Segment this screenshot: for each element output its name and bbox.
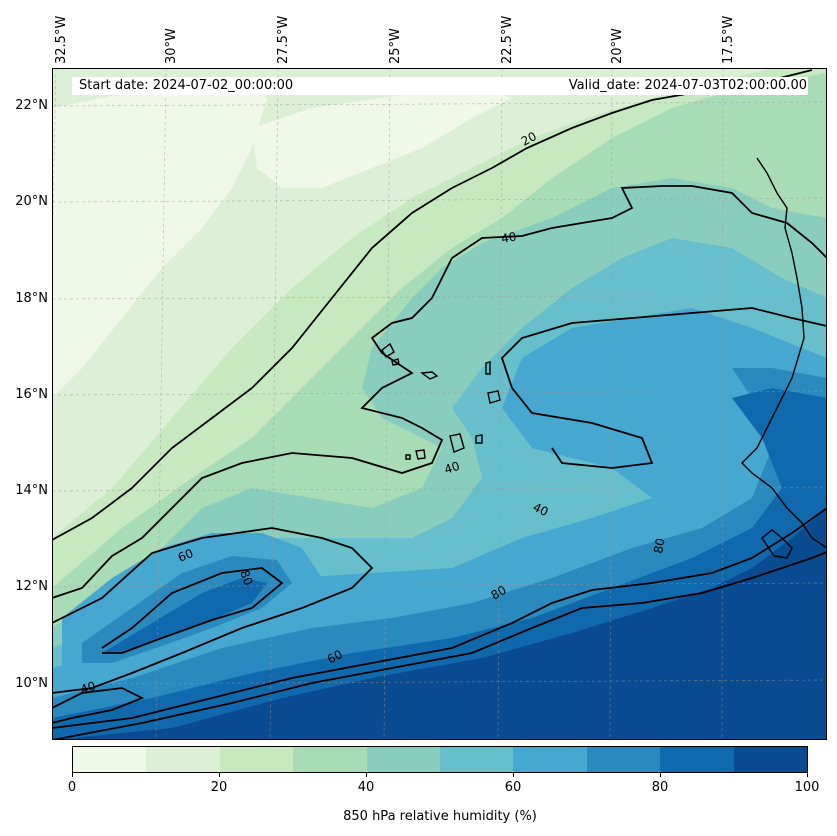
colorbar-segment-30-40 [293, 747, 367, 772]
grid-lon-20 [609, 68, 613, 740]
colorbar-segment-20-30 [219, 747, 294, 772]
lon-label-27-5w: 27.5°W [276, 15, 291, 64]
colorbar-tick-label-40: 40 [357, 780, 375, 795]
colorbar-tick-label-20: 20 [210, 780, 228, 795]
colorbar-segment-90-100 [733, 747, 808, 772]
colorbar-tick-label-60: 60 [504, 780, 522, 795]
lon-label-32-5w: 32.5°W [54, 15, 69, 64]
island-sao-vicente [391, 358, 400, 366]
map-frame [52, 68, 827, 740]
lat-label-18n: 18°N [15, 291, 48, 306]
colorbar-label: 850 hPa relative humidity (%) [343, 809, 537, 824]
contour-label-80-a: 80 [237, 568, 255, 587]
coastline-africa [741, 157, 827, 549]
island-maio [475, 434, 483, 444]
island-sal [485, 361, 491, 375]
island-boa-vista [487, 390, 501, 404]
date-info-bar [72, 77, 808, 95]
lat-label-12n: 12°N [15, 579, 48, 594]
colorbar-tick-100 [807, 773, 808, 777]
lon-label-30w: 30°W [164, 28, 179, 64]
band-80-90-west [102, 578, 267, 653]
colorbar-tick-label-100: 100 [794, 780, 820, 795]
colorbar-tick-60 [513, 773, 514, 777]
coastlines [381, 157, 827, 559]
colorbar-tick-label-80: 80 [651, 780, 669, 795]
grid-lon-17-5 [721, 68, 724, 740]
island-sao-nicolau [420, 371, 439, 380]
island-brava [405, 454, 411, 460]
grid-lon-27-5 [269, 68, 279, 740]
contour-80-east [500, 307, 827, 389]
contour-80-east-tongue [511, 387, 654, 469]
lon-label-22-5w: 22.5°W [500, 15, 515, 64]
island-santiago [449, 433, 465, 453]
contour-labels: 20 40 40 40 60 80 60 80 80 40 [79, 129, 668, 697]
contour-label-60-b: 60 [325, 647, 345, 667]
grid-lon-25 [383, 68, 391, 740]
colorbar-segment-40-50 [366, 747, 441, 772]
contour-label-60-a: 60 [176, 546, 195, 565]
contour-label-40-c: 40 [531, 500, 551, 519]
colorbar-segment-70-80 [586, 747, 661, 772]
colorbar-tick-20 [219, 773, 220, 777]
colorbar-segment-80-90 [660, 747, 734, 772]
humidity-map-canvas: 20 40 40 40 60 80 60 80 80 40 [52, 68, 827, 740]
island-santo-antao [381, 342, 395, 358]
contour-label-20: 20 [519, 129, 539, 149]
contour-80-south [52, 551, 827, 740]
lon-label-20w: 20°W [610, 28, 625, 64]
contour-label-40-b: 40 [443, 459, 462, 477]
colorbar-tick-40 [366, 773, 367, 777]
band-90-100 [52, 508, 827, 740]
island-bijagos [761, 529, 793, 559]
band-0-10-north [252, 86, 512, 188]
colorbar-tick-0 [72, 773, 73, 777]
contour-80-west [101, 567, 284, 654]
lat-label-10n: 10°N [15, 676, 48, 691]
island-fogo [415, 449, 426, 460]
band-0-10 [52, 80, 267, 398]
contour-label-80-b: 80 [489, 583, 509, 603]
lat-label-16n: 16°N [15, 387, 48, 402]
colorbar-segment-0-10 [73, 747, 147, 772]
start-date-label: Start date: 2024-07-02_00:00:00 [79, 78, 294, 93]
colorbar [72, 746, 808, 773]
contour-60-south [52, 507, 827, 729]
grid-lon-30 [155, 68, 167, 740]
contour-40-west [52, 687, 145, 724]
contour-label-40-d: 40 [79, 679, 98, 697]
lon-label-17-5w: 17.5°W [721, 15, 736, 64]
valid-date-label: Valid_date: 2024-07-03T02:00:00.00 [568, 78, 807, 93]
colorbar-segment-50-60 [440, 747, 514, 772]
colorbar-tick-80 [660, 773, 661, 777]
contour-60 [52, 527, 374, 694]
contour-40-main [52, 185, 827, 599]
humidity-map: 20 40 40 40 60 80 60 80 80 40 [52, 68, 827, 740]
contour-label-80-c: 80 [651, 537, 667, 554]
lat-label-20n: 20°N [15, 194, 48, 209]
colorbar-segment-10-20 [146, 747, 220, 772]
contour-label-40-a: 40 [500, 230, 517, 246]
colorbar-segment-60-70 [513, 747, 587, 772]
lat-label-22n: 22°N [15, 98, 48, 113]
lon-label-25w: 25°W [388, 28, 403, 64]
colorbar-tick-label-0: 0 [67, 780, 77, 795]
lat-label-14n: 14°N [15, 483, 48, 498]
